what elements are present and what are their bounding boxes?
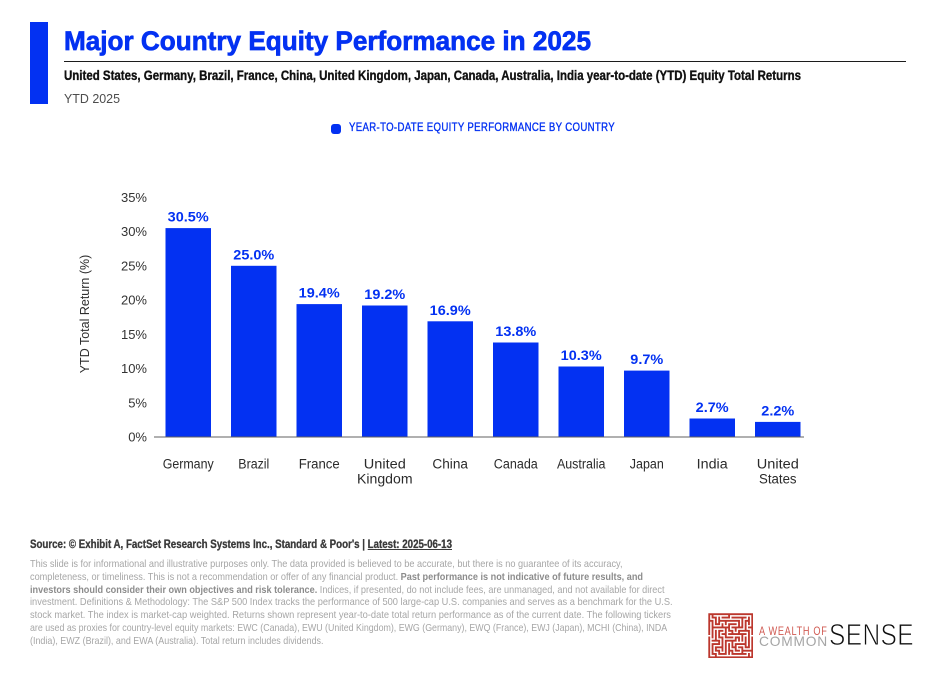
svg-text:16.9%: 16.9%	[430, 302, 472, 318]
svg-text:United: United	[364, 457, 406, 472]
svg-text:Australia: Australia	[557, 457, 606, 472]
svg-text:15%: 15%	[121, 327, 147, 342]
svg-text:States: States	[759, 472, 797, 487]
svg-text:25%: 25%	[121, 258, 147, 273]
svg-text:19.4%: 19.4%	[299, 285, 341, 301]
svg-text:Germany: Germany	[163, 457, 214, 472]
svg-text:30%: 30%	[121, 224, 147, 239]
svg-text:India: India	[697, 457, 729, 472]
svg-text:Canada: Canada	[494, 457, 538, 472]
svg-text:19.2%: 19.2%	[364, 286, 406, 302]
svg-text:20%: 20%	[121, 293, 147, 308]
svg-text:United: United	[757, 457, 799, 472]
svg-text:China: China	[432, 457, 468, 472]
svg-text:13.8%: 13.8%	[495, 323, 537, 339]
svg-text:5%: 5%	[128, 395, 147, 410]
svg-text:Kingdom: Kingdom	[357, 472, 413, 487]
svg-text:YTD Total Return (%): YTD Total Return (%)	[78, 255, 92, 374]
svg-text:10.3%: 10.3%	[561, 347, 603, 363]
svg-text:2.7%: 2.7%	[696, 399, 730, 415]
svg-text:10%: 10%	[121, 361, 147, 376]
svg-text:25.0%: 25.0%	[233, 246, 275, 262]
svg-text:Japan: Japan	[630, 457, 664, 472]
svg-text:Brazil: Brazil	[238, 457, 269, 472]
svg-text:2.2%: 2.2%	[761, 402, 795, 418]
svg-text:35%: 35%	[121, 190, 147, 205]
svg-text:30.5%: 30.5%	[168, 209, 210, 225]
svg-text:0%: 0%	[128, 430, 147, 445]
svg-text:France: France	[299, 457, 340, 472]
svg-text:9.7%: 9.7%	[630, 351, 664, 367]
